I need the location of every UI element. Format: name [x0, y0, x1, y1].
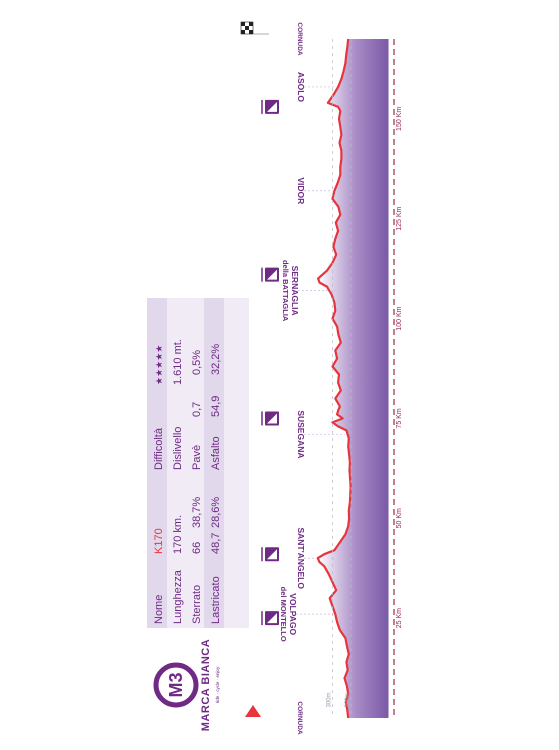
- info-cell-r0-c0: Nome: [153, 595, 165, 624]
- info-cell-r2-c3: Pavè: [191, 445, 203, 470]
- info-table-band: [204, 298, 224, 628]
- info-rows: Nome K170 Difficoltà ★★★★★ Lunghezza 170 km. D…: [153, 339, 222, 624]
- place-label: SERNAGLIA: [290, 266, 300, 316]
- brand-tagline: ride · cycle · enjoy: [215, 666, 220, 703]
- info-cell-r0-c3: ★★★★★: [154, 345, 164, 385]
- info-cell-r3-c4: 54,9: [210, 396, 222, 417]
- info-cell-r2-c5: 0,5%: [191, 350, 203, 375]
- info-cell-r3-c2: 28,6%: [210, 497, 222, 528]
- climb-icon: [261, 411, 279, 426]
- x-tick-label: 150 Km: [396, 107, 403, 131]
- brand-name: MARCA BIANCA: [200, 639, 212, 731]
- elevation-area: [317, 39, 388, 718]
- place-sublabel: della BATTAGLIA: [281, 260, 290, 322]
- info-cell-r1-c1: 170 km.: [172, 515, 184, 554]
- place-label: SUSEGANA: [296, 410, 306, 458]
- info-cell-r0-c1: K170: [153, 528, 165, 554]
- gridline-label: 200m: [345, 692, 351, 707]
- x-tick-label: 125 Km: [396, 207, 403, 231]
- info-cell-r2-c4: 0,7: [191, 402, 203, 417]
- info-cell-r3-c5: 32,2%: [210, 344, 222, 375]
- info-cell-r3-c1: 48,7: [210, 533, 222, 554]
- info-table-header-band: [147, 298, 167, 628]
- climb-icon: [261, 267, 279, 282]
- climb-icon: [261, 99, 279, 114]
- info-cell-r0-c2: Difficoltà: [153, 427, 165, 470]
- info-cell-r2-c0: Sterrato: [191, 585, 203, 624]
- elevation-line: [316, 38, 352, 719]
- place-sublabel: del MONTELLO: [279, 587, 288, 642]
- brand-logo: M3: [153, 662, 199, 708]
- info-cell-r1-c2: Dislivello: [172, 427, 184, 470]
- logo-ring: [153, 662, 199, 708]
- place-label: VOLPAGO: [288, 593, 298, 635]
- place-label: ASOLO: [296, 72, 306, 103]
- brand-wordmark: MARCA BIANCA ride · cycle · enjoy: [200, 639, 220, 731]
- info-cell-r3-c3: Asfalto: [210, 436, 222, 470]
- x-tick-label: 50 Km: [396, 508, 403, 528]
- place-label: SANT'ANGELO: [296, 527, 306, 589]
- elevation-chart: 200m 300m 25 Km 50 Km 75 Km 100 Km 125 Km 150 K…: [261, 22, 403, 735]
- x-tick-label: 75 Km: [396, 408, 403, 428]
- x-tick-label: 25 Km: [396, 608, 403, 628]
- info-cell-r1-c0: Lunghezza: [172, 569, 184, 624]
- climb-icon: [261, 547, 279, 562]
- place-label: VIDOR: [296, 177, 306, 204]
- gridline-label: 300m: [327, 692, 333, 707]
- start-arrow-icon: [245, 705, 261, 717]
- info-cell-r2-c2: 38,7%: [191, 497, 203, 528]
- x-tick-label: 100 Km: [396, 306, 403, 330]
- route-info-table: Nome K170 Difficoltà ★★★★★ Lunghezza 170 km. D…: [147, 298, 249, 628]
- info-cell-r3-c0: Lastricato: [210, 576, 222, 624]
- checkered-flag-icon: [240, 21, 269, 35]
- place-label: CORNUDA: [296, 22, 303, 56]
- logo-mark: M3: [166, 672, 186, 697]
- info-cell-r2-c1: 66: [191, 542, 203, 554]
- info-cell-r1-c3: 1.610 mt.: [172, 339, 184, 385]
- climb-icon: [261, 611, 279, 626]
- place-label: CORNUDA: [296, 701, 303, 735]
